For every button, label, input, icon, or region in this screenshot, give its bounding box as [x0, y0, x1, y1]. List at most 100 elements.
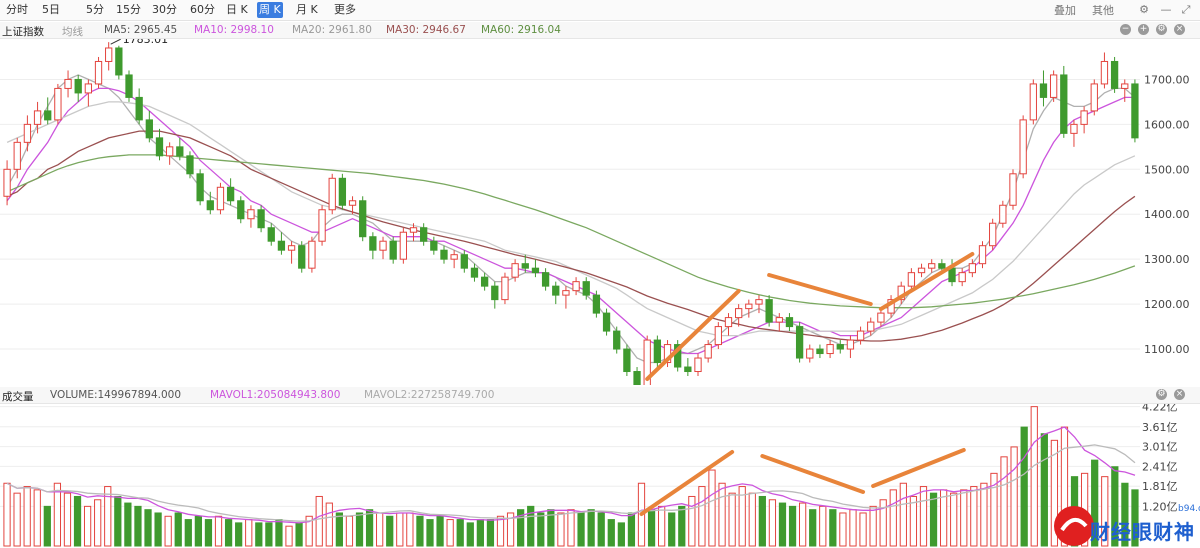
volume-bar: [456, 519, 464, 547]
period-tab-7[interactable]: 周 K: [257, 2, 283, 18]
other-button[interactable]: 其他: [1092, 4, 1114, 17]
volume-bar: [365, 509, 374, 547]
candle-body: [257, 209, 265, 229]
y-tick-label: 1700.00: [1144, 73, 1190, 86]
volume-bar: [295, 522, 303, 547]
volume-bar: [758, 495, 766, 547]
period-tab-4[interactable]: 30分: [152, 3, 177, 16]
settings-icon[interactable]: ⚙: [1139, 3, 1149, 16]
volume-bar: [939, 489, 948, 547]
candle-body: [460, 254, 468, 269]
trend-arrow: [645, 289, 741, 381]
candle-body: [491, 285, 499, 301]
fullscreen-icon[interactable]: ⤢: [1181, 3, 1191, 16]
volume-config-icon[interactable]: ⚙: [1156, 389, 1167, 400]
close-icon[interactable]: ×: [1174, 24, 1185, 35]
volume-bar: [476, 519, 484, 547]
volume-bar: [416, 515, 424, 547]
volume-bar: [164, 515, 172, 547]
candle-body: [846, 339, 855, 350]
candle-body: [44, 110, 52, 121]
overlay-button[interactable]: 叠加: [1054, 4, 1076, 17]
candle-body: [989, 222, 997, 247]
volume-bar: [73, 495, 82, 547]
volume-bar: [224, 519, 233, 547]
candle-body: [176, 146, 184, 157]
candle-body: [247, 209, 255, 220]
period-tab-0[interactable]: 分时: [6, 3, 28, 16]
volume-bar: [1030, 406, 1038, 547]
volume-bar: [174, 512, 182, 547]
candle-body: [399, 231, 407, 260]
period-tab-1[interactable]: 5日: [42, 3, 60, 16]
volume-bar: [909, 495, 918, 547]
volume-bar: [13, 492, 21, 547]
period-tab-3[interactable]: 15分: [116, 3, 141, 16]
candle-body: [145, 119, 153, 139]
y-tick-label: 1.81亿: [1142, 480, 1178, 493]
candle-body: [958, 272, 966, 283]
candle-body: [135, 96, 143, 121]
volume-bar: [788, 505, 797, 547]
volume-bar: [839, 512, 847, 547]
volume-legend: 成交量 VOLUME:149967894.000 MAVOL1:20508494…: [0, 387, 1200, 404]
candle-body: [826, 344, 834, 355]
y-tick-label: 4.22亿: [1142, 404, 1178, 414]
line-type-select[interactable]: 均线: [62, 26, 83, 38]
volume-bar: [1111, 466, 1119, 547]
candle-body: [785, 317, 794, 328]
candle-body: [430, 240, 438, 251]
period-tab-8[interactable]: 月 K: [296, 3, 318, 16]
ma20-label: MA20: 2961.80: [292, 24, 372, 36]
period-tab-9[interactable]: 更多: [334, 3, 356, 16]
volume-bar: [517, 509, 525, 547]
candle-body: [166, 146, 174, 157]
candle-body: [1009, 173, 1017, 206]
volume-bar: [950, 492, 958, 547]
candle-body: [765, 299, 773, 323]
trend-arrow: [760, 454, 866, 494]
volume-bar: [235, 522, 243, 547]
volume-bar: [728, 492, 736, 547]
volume-bar: [809, 509, 817, 547]
period-toolbar: 分时 5日 5分 15分 30分 60分日 K 周 K 月 K 更多 叠加 其他 ⚙ — ⤢: [0, 0, 1200, 21]
volume-bar: [1091, 459, 1099, 547]
candle-body: [521, 263, 529, 269]
volume-bar: [778, 502, 787, 547]
volume-close-icon[interactable]: ×: [1174, 389, 1185, 400]
period-tab-5[interactable]: 60分: [190, 3, 215, 16]
minimize-icon[interactable]: —: [1160, 3, 1172, 16]
volume-bar: [879, 499, 887, 547]
candle-body: [287, 245, 296, 251]
volume-bar: [446, 519, 454, 547]
candle-body: [64, 78, 72, 89]
watermark-brand: 财经眼财神: [1090, 520, 1195, 544]
volume-chart: 4.22亿 3.61亿 3.01亿 2.41亿 1.81亿 1.20亿: [0, 404, 1178, 547]
volume-bar: [53, 482, 62, 547]
add-icon[interactable]: +: [1138, 24, 1149, 35]
candle-body: [338, 177, 347, 206]
volume-bar: [335, 512, 343, 547]
period-tab-2[interactable]: 5分: [86, 3, 104, 16]
price-legend: 上证指数 均线 MA5: 2965.45 MA10: 2998.10 MA20:…: [0, 22, 1200, 39]
volume-bar: [406, 512, 414, 547]
candle-body: [470, 267, 479, 278]
watermark-logo: b94.cn 财经眼财神: [1052, 504, 1200, 548]
y-tick-label: 1300.00: [1144, 253, 1190, 266]
candle-body: [74, 78, 82, 94]
volume-bar: [899, 482, 907, 547]
candle-body: [33, 110, 42, 125]
period-tab-6[interactable]: 日 K: [226, 3, 248, 16]
mavol1-value: MAVOL1:205084943.800: [210, 389, 341, 401]
volume-bar: [919, 486, 928, 547]
collapse-icon[interactable]: −: [1120, 24, 1131, 35]
volume-bar: [658, 505, 666, 547]
volume-bar: [577, 512, 585, 547]
candle-body: [531, 267, 540, 274]
candle-body: [3, 168, 11, 197]
candle-body: [298, 245, 306, 269]
y-tick-label: 1500.00: [1144, 163, 1190, 176]
volume-bar: [436, 515, 444, 547]
config-icon[interactable]: ⚙: [1156, 24, 1167, 35]
volume-bar: [627, 512, 636, 547]
